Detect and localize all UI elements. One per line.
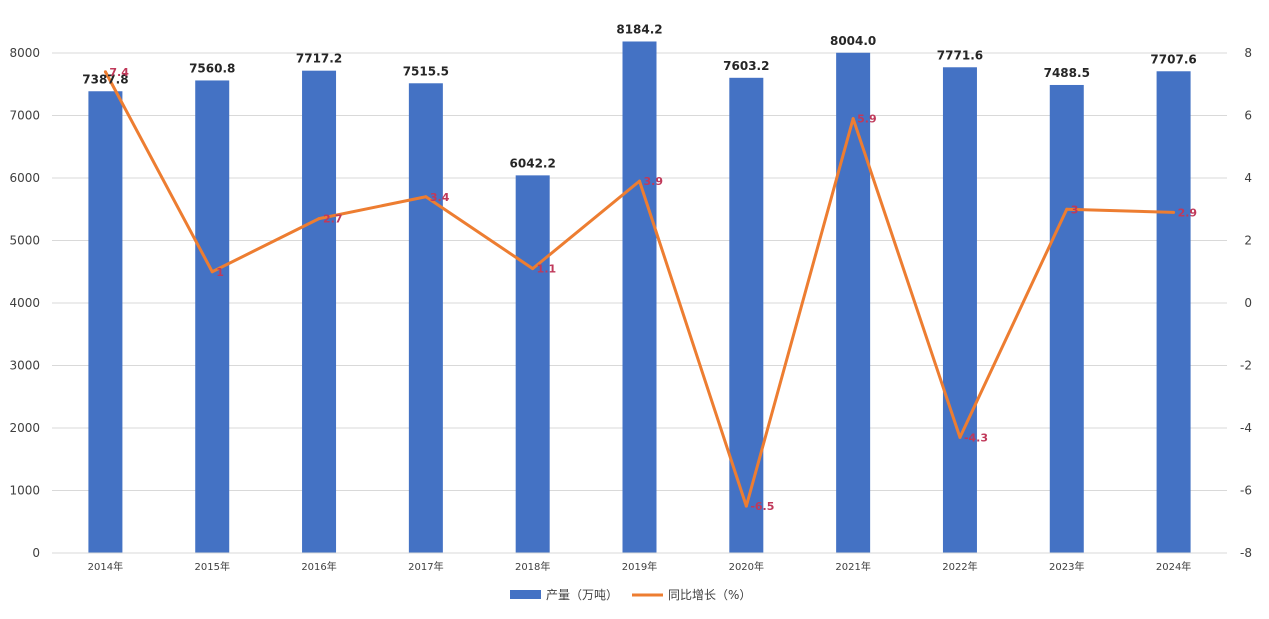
x-axis-tick-label: 2021年	[835, 560, 870, 573]
bar-value-label: 7771.6	[937, 48, 983, 62]
x-axis-tick-label: 2022年	[942, 560, 977, 573]
x-axis-tick-label: 2024年	[1156, 560, 1191, 573]
x-axis: 2014年 2015年 2016年 2017年 2018年 2019年 2020年 2021年…	[52, 552, 1227, 573]
line-value-label: 3.9	[644, 175, 664, 188]
right-axis-tick-label: 8	[1244, 46, 1252, 60]
bar-value-label: 8184.2	[616, 22, 662, 36]
left-axis-tick-label: 7000	[9, 109, 40, 123]
line-value-label: 3	[1071, 203, 1079, 216]
line-point	[1065, 207, 1069, 211]
line-value-label: 1.1	[537, 263, 557, 276]
bar	[622, 41, 657, 554]
x-axis-tick-label: 2020年	[729, 560, 764, 573]
left-axis-tick-label: 0	[32, 546, 40, 560]
x-axis-tick-label: 2018年	[515, 560, 550, 573]
left-axis-tick-label: 2000	[9, 421, 40, 435]
bar-value-label: 7515.5	[403, 64, 449, 78]
bar-value-label: 7387.8	[82, 72, 128, 86]
legend: 产量（万吨） 同比增长（%）	[510, 588, 751, 602]
left-axis-tick-label: 4000	[9, 296, 40, 310]
bar	[408, 83, 443, 553]
bar-value-label: 7717.2	[296, 52, 342, 66]
left-axis-tick-label: 6000	[9, 171, 40, 185]
line-point	[424, 195, 428, 199]
bar-series	[88, 41, 1191, 554]
line-point	[210, 270, 214, 274]
bar-value-label: 7603.2	[723, 59, 769, 73]
x-axis-tick-label: 2023年	[1049, 560, 1084, 573]
right-y-axis: -8 -6 -4 -2 0 2 4 6 8	[1240, 46, 1252, 560]
line-value-label: 1	[216, 266, 224, 279]
line-value-label: 2.9	[1178, 206, 1198, 219]
right-axis-tick-label: 4	[1244, 171, 1252, 185]
x-axis-tick-label: 2015年	[195, 560, 230, 573]
left-axis-tick-label: 5000	[9, 234, 40, 248]
data-labels: 7387.8 7560.8 7717.2 7515.5 6042.2 8184.2 7603…	[82, 22, 1197, 513]
x-axis-tick-label: 2016年	[301, 560, 336, 573]
left-y-axis: 0 1000 2000 3000 4000 5000 6000 7000 8000	[9, 46, 40, 560]
line-point	[317, 217, 321, 221]
legend-bar-label: 产量（万吨）	[546, 588, 618, 602]
bar-value-label: 6042.2	[510, 156, 556, 170]
bar	[302, 70, 337, 554]
bar	[88, 91, 123, 553]
right-axis-tick-label: -4	[1240, 421, 1252, 435]
line-value-label: 5.9	[857, 113, 877, 126]
bar	[729, 77, 764, 554]
bar-value-label: 7488.5	[1044, 66, 1090, 80]
line-value-label: 3.4	[430, 191, 450, 204]
x-axis-tick-label: 2019年	[622, 560, 657, 573]
left-axis-tick-label: 8000	[9, 46, 40, 60]
right-axis-tick-label: -6	[1240, 484, 1252, 498]
line-point	[1172, 210, 1176, 214]
line-point	[531, 267, 535, 271]
right-axis-tick-label: 6	[1244, 109, 1252, 123]
line-value-label: -4.3	[964, 431, 988, 444]
line-point	[103, 70, 107, 74]
line-point	[744, 504, 748, 508]
right-axis-tick-label: -8	[1240, 546, 1252, 560]
bar-value-label: 8004.0	[830, 34, 876, 48]
legend-line-label: 同比增长（%）	[668, 588, 751, 602]
right-axis-tick-label: -2	[1240, 359, 1252, 373]
line-value-label: 7.4	[109, 66, 129, 79]
bar	[836, 52, 871, 553]
bar	[1049, 84, 1084, 553]
line-series	[103, 70, 1176, 508]
right-axis-tick-label: 2	[1244, 234, 1252, 248]
x-axis-tick-label: 2017年	[408, 560, 443, 573]
line-point	[638, 179, 641, 183]
left-axis-tick-label: 3000	[9, 359, 40, 373]
line-point	[958, 435, 962, 439]
x-axis-tick-label: 2014年	[88, 560, 123, 573]
line-value-label: -6.5	[750, 500, 774, 513]
legend-bar-swatch	[510, 590, 541, 599]
bar	[942, 67, 977, 554]
right-axis-tick-label: 0	[1244, 296, 1252, 310]
left-axis-tick-label: 1000	[9, 484, 40, 498]
bar-value-label: 7560.8	[189, 61, 235, 75]
bar	[1156, 71, 1191, 554]
bar	[515, 175, 550, 554]
line-point	[851, 117, 855, 121]
line-value-label: 2.7	[323, 213, 343, 226]
bar	[195, 80, 230, 553]
bar-value-label: 7707.6	[1150, 52, 1196, 66]
